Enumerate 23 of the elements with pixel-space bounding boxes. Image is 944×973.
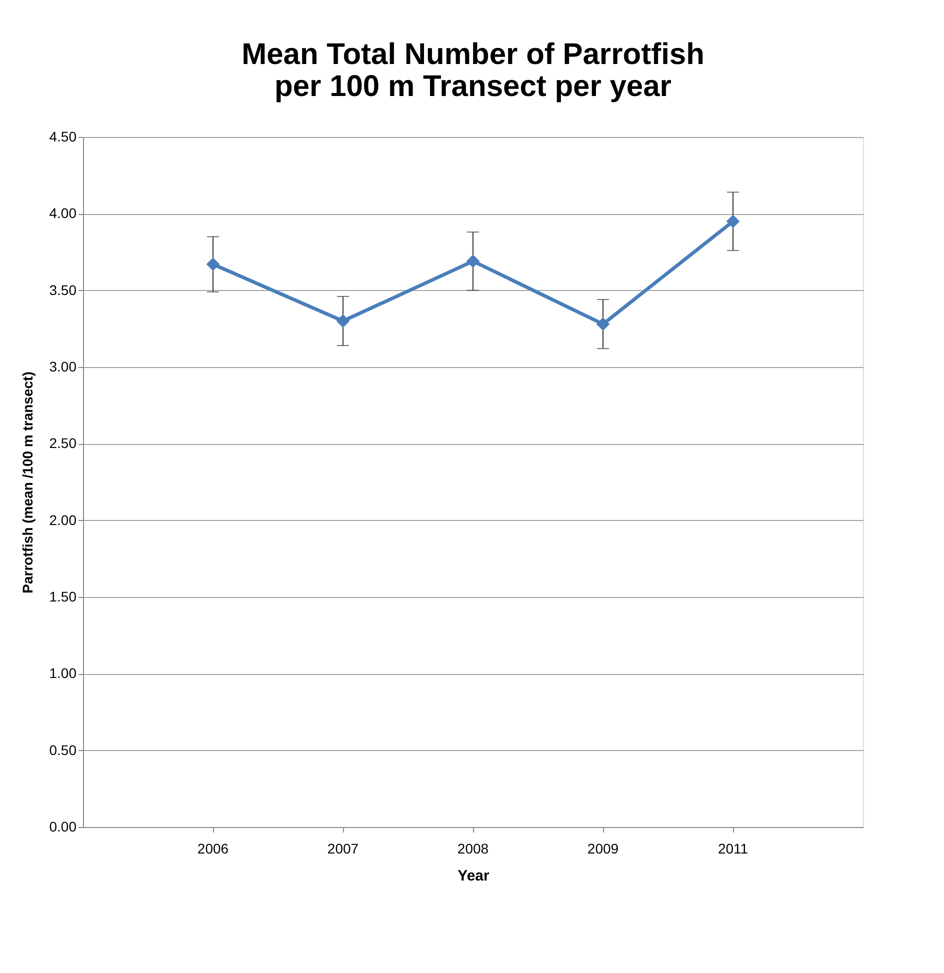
x-tick-label: 2007 xyxy=(327,840,359,856)
x-tick-label: 2011 xyxy=(718,840,748,856)
point xyxy=(466,254,480,268)
y-tick-label: 1.50 xyxy=(49,588,77,604)
x-tick-label: 2008 xyxy=(457,840,489,856)
point xyxy=(596,317,610,331)
x-tick-label: 2006 xyxy=(197,840,229,856)
x-tick-label: 2009 xyxy=(587,840,619,856)
y-tick-label: 2.00 xyxy=(49,512,77,528)
point xyxy=(206,258,220,271)
y-tick-label: 0.00 xyxy=(49,818,77,834)
y-tick-label: 4.50 xyxy=(49,128,77,144)
point xyxy=(336,314,350,328)
y-tick-label: 4.00 xyxy=(49,205,77,222)
x-axis-title: Year xyxy=(458,868,490,884)
y-axis-title: Parrotfish (mean /100 m transect) xyxy=(19,372,36,594)
point xyxy=(726,214,740,228)
y-tick-label: 1.00 xyxy=(49,665,77,682)
chart-title: Mean Total Number of Parrotfish per 100 m Transect per year xyxy=(242,38,704,103)
y-tick-label: 3.50 xyxy=(49,282,77,298)
y-tick-label: 3.00 xyxy=(49,358,77,374)
y-tick-label: 0.50 xyxy=(49,742,77,758)
y-tick-label: 2.50 xyxy=(49,435,77,452)
